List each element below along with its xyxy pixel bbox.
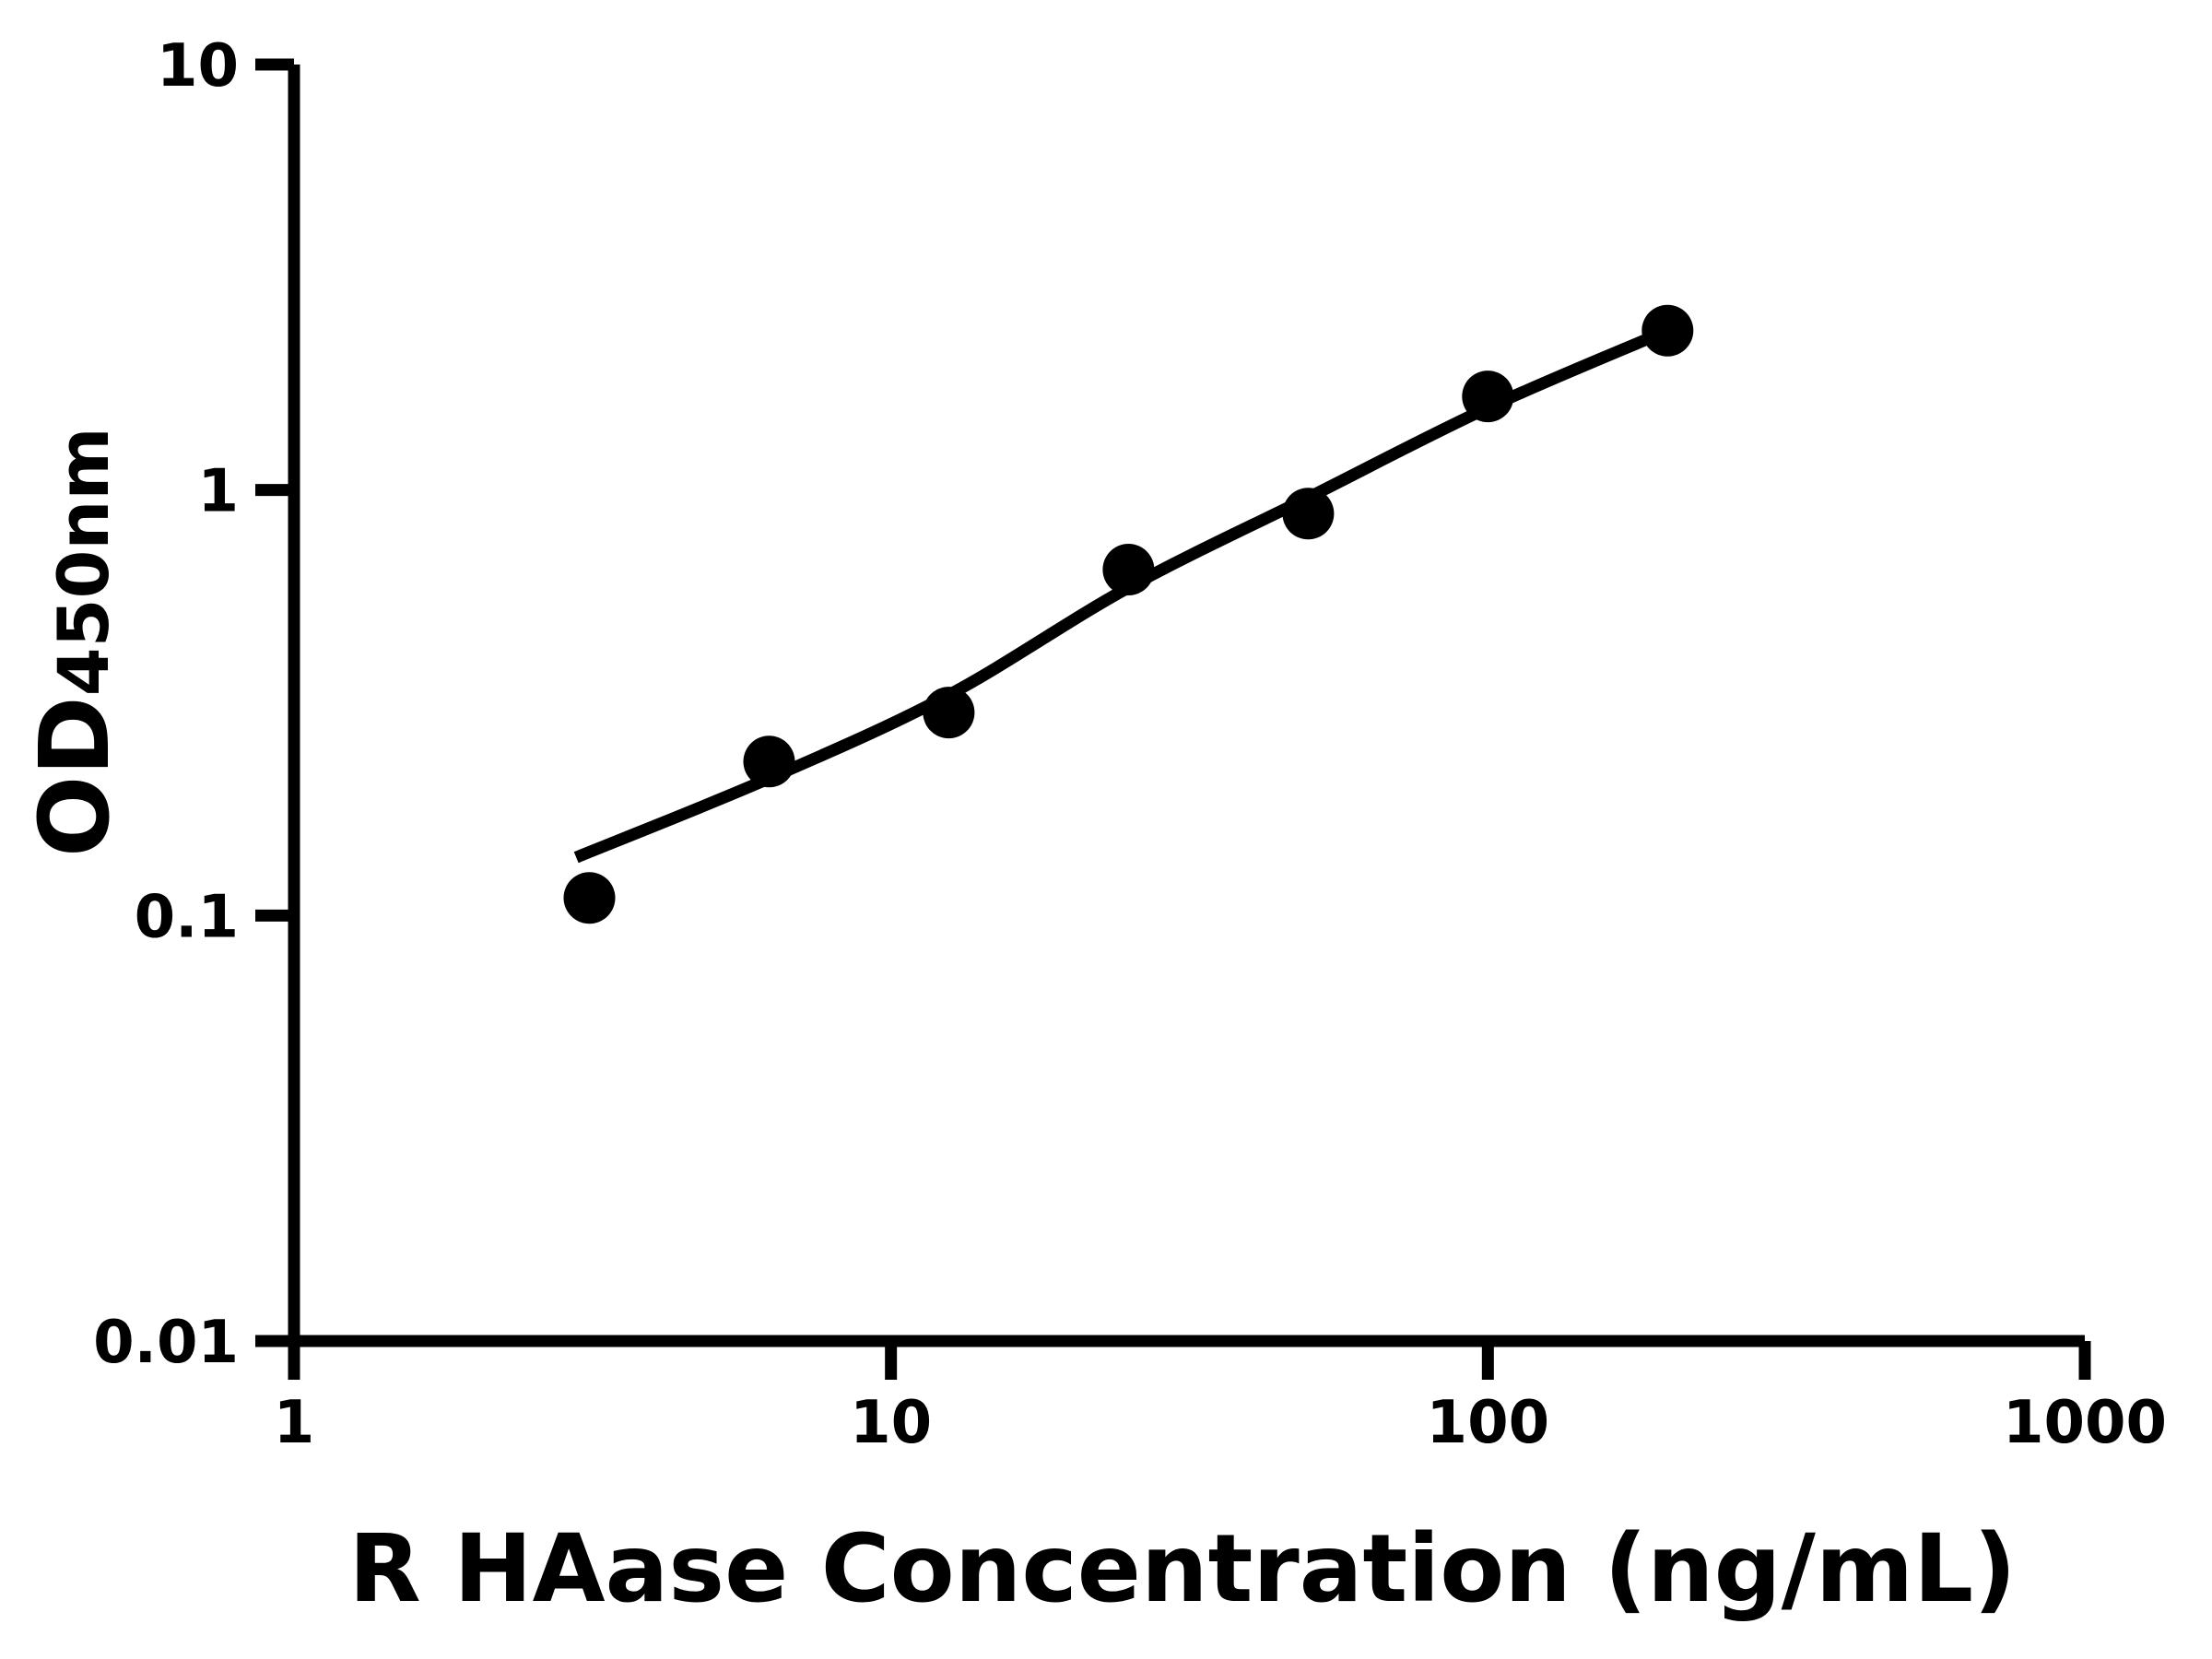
y-tick-label: 10 xyxy=(157,32,239,100)
x-tick-label: 10 xyxy=(850,1389,932,1457)
x-tick-label: 1000 xyxy=(2003,1389,2167,1457)
x-tick-label: 1 xyxy=(274,1389,315,1457)
tick-labels-layer: 0.01 0.1 1 10 1 10 100 1000 xyxy=(93,32,2167,1457)
ticks-layer xyxy=(255,58,2091,1380)
data-point xyxy=(1462,371,1514,423)
x-axis-title: R HAase Concentration (ng/mL) xyxy=(348,1514,2017,1624)
y-axis-title-main: OD xyxy=(18,696,131,857)
axes-layer xyxy=(288,65,2085,1347)
series-layer xyxy=(563,304,1694,924)
data-point xyxy=(923,687,975,739)
y-axis-title-sub: 450nm xyxy=(42,427,124,696)
y-axis-title: OD450nm xyxy=(18,427,131,857)
data-point xyxy=(1102,544,1155,595)
data-point xyxy=(1641,304,1694,357)
y-tick-label: 1 xyxy=(197,458,239,526)
y-tick-label: 0.1 xyxy=(135,883,239,951)
data-point xyxy=(1282,488,1335,540)
data-point xyxy=(563,872,616,924)
x-tick-label: 100 xyxy=(1427,1389,1550,1457)
y-tick-label: 0.01 xyxy=(93,1309,239,1377)
data-point xyxy=(743,735,795,788)
